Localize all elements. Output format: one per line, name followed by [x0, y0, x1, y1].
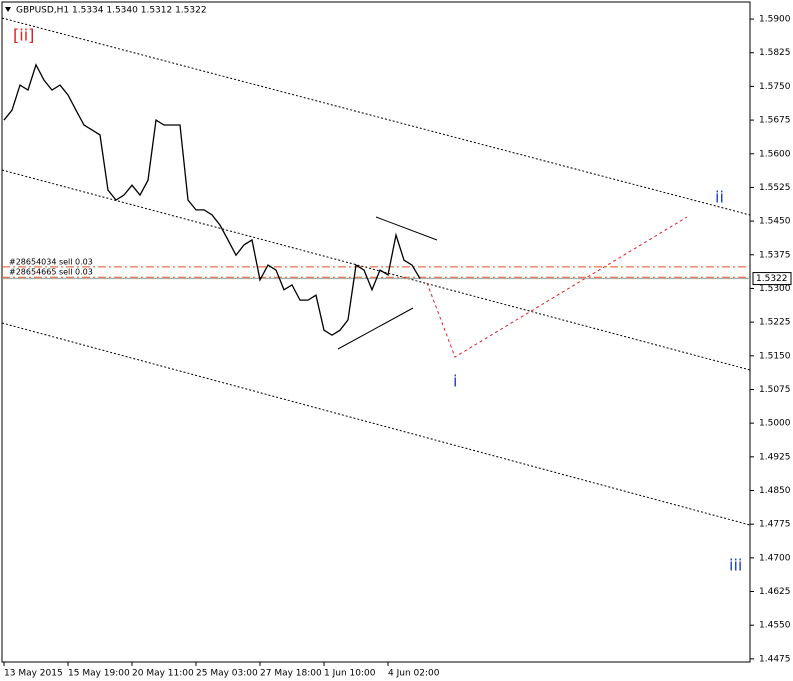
y-tick-label: 1.4475 [759, 654, 791, 664]
channel-line [1, 17, 751, 216]
channel-line [1, 322, 751, 526]
x-tick-label: 15 May 19:00 [68, 669, 130, 679]
y-tick-label: 1.5750 [759, 82, 791, 92]
order-label: #28654665 sell 0.03 [9, 268, 93, 277]
x-tick-label: 20 May 11:00 [132, 669, 194, 679]
x-tick-label: 4 Jun 02:00 [388, 669, 440, 679]
price-tag [752, 272, 792, 286]
y-tick-label: 1.5900 [759, 15, 791, 25]
x-tick-label: 1 Jun 10:00 [324, 669, 376, 679]
order-label: #28654034 sell 0.03 [9, 257, 93, 266]
y-tick-label: 1.4775 [759, 520, 791, 530]
y-tick-label: 1.4925 [759, 452, 791, 462]
y-tick-label: 1.5825 [759, 48, 791, 58]
plot-frame [1, 1, 751, 663]
wave-label: [ii] [13, 26, 34, 45]
wave-label: ii [715, 188, 724, 207]
y-tick-label: 1.5075 [759, 385, 791, 395]
projection-path [426, 216, 688, 358]
y-tick-label: 1.5375 [759, 250, 791, 260]
price-line [3, 63, 421, 336]
y-tick-label: 1.5600 [759, 149, 791, 159]
wave-label: i [453, 372, 457, 391]
y-tick-label: 1.5450 [759, 217, 791, 227]
y-tick-label: 1.5000 [759, 419, 791, 429]
menu-arrow[interactable] [5, 7, 11, 12]
trend-line [337, 307, 414, 350]
x-tick-label: 27 May 18:00 [260, 669, 322, 679]
y-tick-label: 1.4700 [759, 553, 791, 563]
y-tick-label: 1.4850 [759, 486, 791, 496]
channel-line [1, 169, 751, 371]
y-tick-label: 1.4625 [759, 587, 791, 597]
y-tick-label: 1.5525 [759, 183, 791, 193]
y-tick-label: 1.5300 [759, 284, 791, 294]
wave-label: iii [729, 556, 742, 575]
y-tick-label: 1.5150 [759, 351, 791, 361]
x-tick-label: 13 May 2015 [4, 669, 63, 679]
x-tick-label: 25 May 03:00 [196, 669, 258, 679]
price-tag-label: 1.5322 [756, 274, 788, 284]
y-tick-label: 1.4550 [759, 621, 791, 631]
chart-title: GBPUSD,H1 1.5334 1.5340 1.5312 1.5322 [16, 6, 207, 16]
y-tick-label: 1.5225 [759, 318, 791, 328]
trend-line [375, 216, 438, 241]
y-tick-label: 1.5675 [759, 116, 791, 126]
